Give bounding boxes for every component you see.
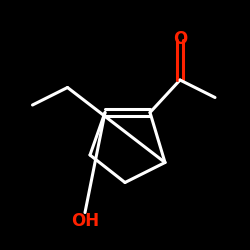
Text: O: O <box>173 30 187 48</box>
Text: OH: OH <box>71 212 99 230</box>
